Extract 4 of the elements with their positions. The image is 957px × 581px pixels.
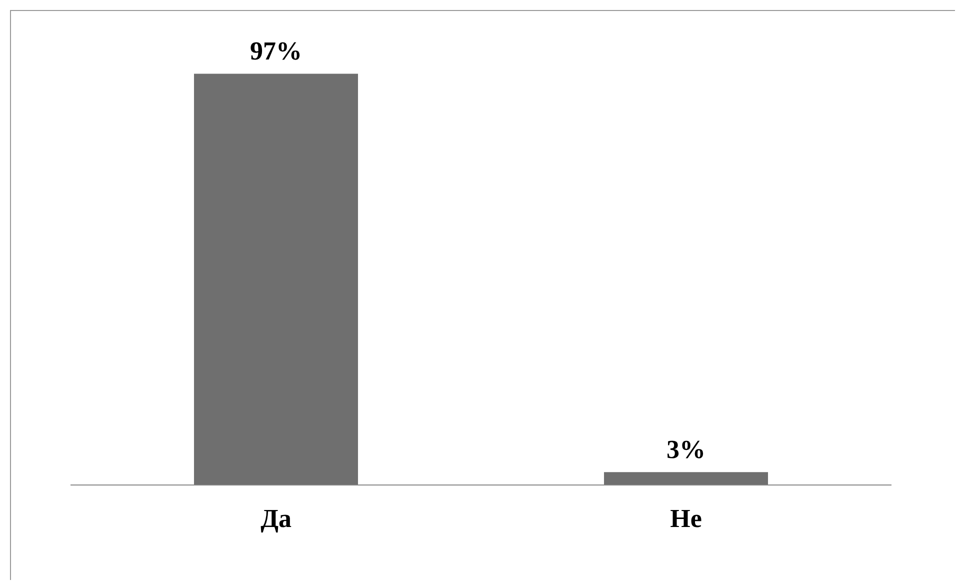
data-label: 3% — [666, 434, 706, 464]
data-label: 97% — [250, 36, 302, 66]
x-tick-label: Не — [670, 504, 702, 534]
x-tick-label: Да — [260, 504, 292, 534]
